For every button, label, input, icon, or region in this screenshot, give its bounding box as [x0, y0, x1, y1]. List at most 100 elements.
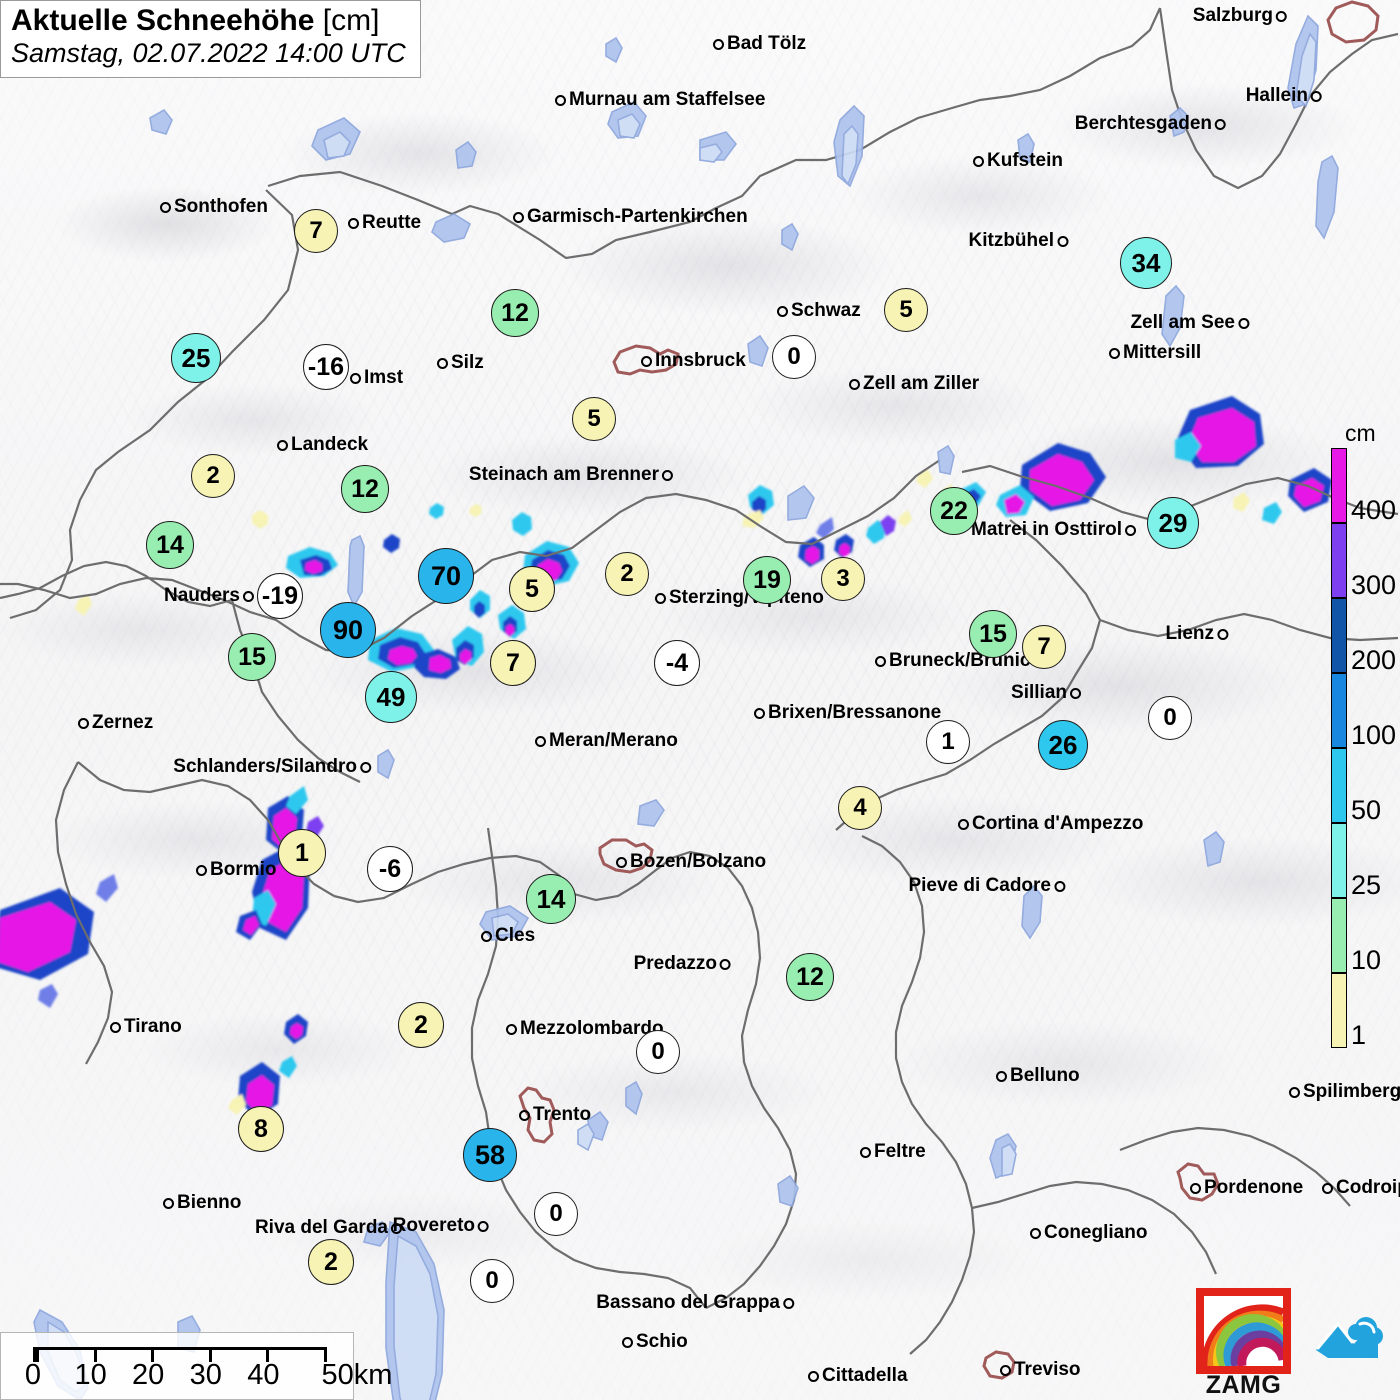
station-marker[interactable]: 70: [418, 548, 474, 604]
station-value: 12: [351, 474, 379, 503]
city-marker-icon: [78, 717, 89, 729]
city-label: Codroipo: [1322, 1177, 1400, 1199]
city-name: Hallein: [1245, 85, 1308, 106]
station-marker[interactable]: 58: [463, 1128, 517, 1182]
station-marker[interactable]: 29: [1147, 497, 1199, 549]
station-value: 22: [940, 496, 968, 525]
station-marker[interactable]: 0: [772, 335, 816, 379]
station-marker[interactable]: 7: [1022, 625, 1066, 669]
station-marker[interactable]: 34: [1120, 237, 1172, 289]
station-marker[interactable]: 2: [398, 1002, 444, 1048]
station-marker[interactable]: 5: [572, 397, 616, 441]
city-label: Belluno: [996, 1065, 1080, 1087]
city-label: Bad Tölz: [713, 33, 806, 55]
station-marker[interactable]: -19: [257, 573, 303, 619]
map-title-unit: [cm]: [322, 4, 380, 37]
station-marker[interactable]: 12: [786, 953, 834, 1001]
city-label: Feltre: [860, 1141, 926, 1163]
city-marker-icon: [519, 1109, 530, 1121]
station-marker[interactable]: 8: [238, 1106, 284, 1152]
city-name: Zell am See: [1130, 312, 1235, 333]
salzburg-boundary: [1326, 0, 1380, 44]
city-name: Rovereto: [392, 1215, 475, 1236]
station-marker[interactable]: -4: [654, 640, 700, 686]
station-marker[interactable]: 1: [278, 829, 326, 877]
station-marker[interactable]: 0: [1148, 696, 1192, 740]
station-marker[interactable]: 7: [294, 209, 338, 253]
city-name: Landeck: [291, 434, 369, 455]
station-marker[interactable]: 26: [1038, 720, 1088, 770]
station-marker[interactable]: 90: [320, 602, 376, 658]
station-marker[interactable]: 2: [605, 552, 649, 596]
city-label: Bruneck/Brunico: [875, 650, 1042, 672]
station-marker[interactable]: 3: [821, 557, 865, 601]
city-label: Bienno: [163, 1192, 241, 1214]
station-marker[interactable]: 25: [171, 333, 221, 383]
city-label: Schwaz: [777, 300, 861, 322]
scale-bar-tick: [151, 1350, 155, 1362]
city-label: Bassano del Grappa: [596, 1292, 794, 1314]
city-marker-icon: [1030, 1227, 1041, 1239]
station-value: 7: [309, 217, 323, 244]
station-marker[interactable]: 2: [191, 454, 235, 498]
color-legend-band: [1331, 523, 1347, 598]
city-marker-icon: [196, 864, 207, 876]
station-marker[interactable]: 19: [743, 556, 791, 604]
city-label: Murnau am Staffelsee: [555, 89, 765, 111]
station-marker[interactable]: 15: [228, 633, 276, 681]
city-marker-icon: [641, 355, 652, 367]
station-marker[interactable]: 12: [491, 289, 539, 337]
scale-bar-tick: [266, 1350, 270, 1362]
station-marker[interactable]: -6: [367, 846, 413, 892]
station-value: 7: [1037, 633, 1051, 660]
station-value: -16: [307, 352, 345, 381]
city-name: Garmisch-Partenkirchen: [527, 206, 748, 227]
city-name: Schlanders/Silandro: [173, 756, 357, 777]
map-title: Aktuelle Schneehöhe [cm]: [11, 4, 406, 37]
station-marker[interactable]: -16: [303, 344, 349, 390]
geosphere-logo[interactable]: [1308, 1306, 1386, 1373]
city-label: Cortina d'Ampezzo: [958, 813, 1143, 835]
color-legend-tick-label: 1: [1351, 1020, 1367, 1050]
station-marker[interactable]: 2: [308, 1239, 354, 1285]
station-marker[interactable]: 14: [526, 874, 576, 924]
station-marker[interactable]: 15: [969, 610, 1017, 658]
city-marker-icon: [958, 818, 969, 830]
station-marker[interactable]: 49: [365, 671, 417, 723]
station-marker[interactable]: 7: [490, 640, 536, 686]
station-marker[interactable]: 22: [930, 487, 978, 535]
station-marker[interactable]: 0: [636, 1030, 680, 1074]
city-label: Tirano: [110, 1016, 182, 1038]
station-marker[interactable]: 0: [470, 1259, 514, 1303]
city-marker-icon: [506, 1023, 517, 1035]
city-label: Treviso: [1000, 1359, 1081, 1381]
city-name: Sonthofen: [174, 196, 268, 217]
station-marker[interactable]: 5: [884, 288, 928, 332]
city-name: Pordenone: [1204, 1177, 1304, 1198]
station-value: 3: [836, 565, 850, 592]
station-value: 8: [254, 1114, 268, 1143]
station-value: 15: [238, 642, 266, 671]
station-marker[interactable]: 14: [146, 521, 194, 569]
zamg-rainbow-icon: [1204, 1304, 1283, 1366]
city-marker-icon: [1238, 317, 1249, 329]
city-name: Mittersill: [1123, 342, 1202, 363]
city-label: Imst: [350, 367, 403, 389]
city-marker-icon: [616, 856, 627, 868]
city-name: Codroipo: [1336, 1177, 1400, 1198]
station-value: 2: [620, 560, 634, 587]
color-legend: cm 400 300 200 100 50 25 10 1: [1331, 420, 1400, 1060]
station-marker[interactable]: 1: [926, 720, 970, 764]
city-label: Garmisch-Partenkirchen: [513, 206, 748, 228]
city-name: Belluno: [1010, 1065, 1080, 1086]
zamg-logo[interactable]: ZAMG: [1196, 1288, 1291, 1400]
color-legend-tick-label: 100: [1351, 720, 1397, 750]
station-value: 5: [525, 574, 539, 603]
city-boundary-outlines: [518, 0, 1380, 1380]
station-marker[interactable]: 5: [509, 566, 555, 612]
station-marker[interactable]: 12: [341, 465, 389, 513]
color-legend-tick-label: 300: [1351, 570, 1397, 600]
station-marker[interactable]: 4: [838, 786, 882, 830]
station-marker[interactable]: 0: [534, 1192, 578, 1236]
